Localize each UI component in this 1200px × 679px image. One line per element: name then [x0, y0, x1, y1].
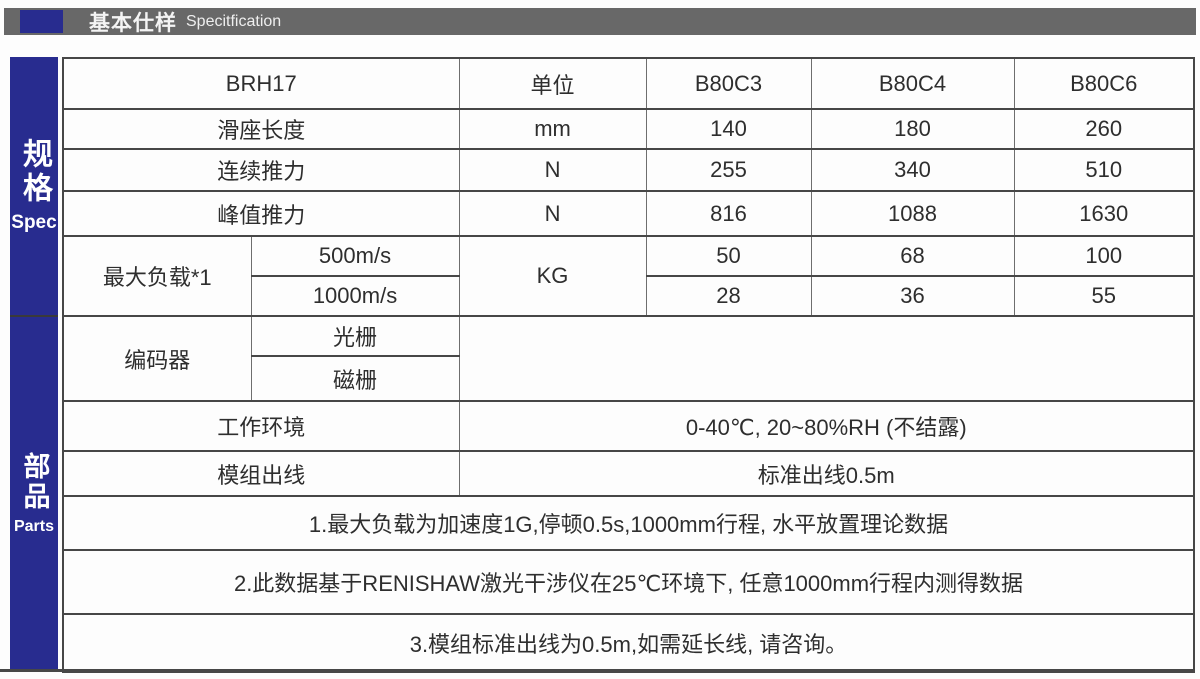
- table-row: 3.模组标准出线为0.5m,如需延长线, 请咨询。: [62, 613, 1195, 673]
- row-label: 峰值推力: [62, 190, 460, 237]
- spec-table: BRH17 单位 B80C3 B80C4 B80C6 滑座长度 mm 140 1…: [62, 57, 1196, 673]
- row-label: 连续推力: [62, 148, 460, 192]
- table-row: 编码器 光栅: [62, 315, 1195, 402]
- sidebar-parts-tab: 部品 Parts: [10, 317, 58, 671]
- unit-cell: mm: [458, 108, 647, 150]
- row-label: 滑座长度: [62, 108, 460, 150]
- value-cell: 55: [1013, 275, 1195, 317]
- table-row: 模组出线 标准出线0.5m: [62, 450, 1195, 497]
- table-row: 工作环境 0-40℃, 20~80%RH (不结露): [62, 400, 1195, 452]
- model-series-cell: BRH17: [62, 57, 460, 110]
- row-label: 编码器: [62, 315, 252, 402]
- value-cell: 340: [810, 148, 1015, 192]
- row-label: 模组出线: [62, 450, 460, 497]
- value-cell: 180: [810, 108, 1015, 150]
- table-row: 1000m/s 28 36 55: [63, 275, 1195, 317]
- encoder-empty-cell: [458, 315, 1195, 402]
- table-row: 最大负载*1 500m/s KG 50 68 100: [62, 235, 1195, 317]
- model-col-header: B80C6: [1013, 57, 1195, 110]
- table-row: 1.最大负载为加速度1G,停顿0.5s,1000mm行程, 水平放置理论数据: [62, 495, 1195, 551]
- environment-value-cell: 0-40℃, 20~80%RH (不结露): [458, 400, 1195, 452]
- value-cell: 100: [1013, 235, 1195, 277]
- row-label: 最大负载*1: [62, 235, 252, 317]
- value-cell: 255: [645, 148, 812, 192]
- spec-tab-label-zh: 规格: [18, 138, 51, 206]
- value-cell: 1088: [810, 190, 1015, 237]
- unit-cell: N: [458, 148, 647, 192]
- value-cell: 260: [1013, 108, 1195, 150]
- value-cell: 140: [645, 108, 812, 150]
- sub-row-label: 1000m/s: [250, 275, 460, 317]
- spec-tab-label-en: Spec: [11, 212, 57, 233]
- unit-header-cell: 单位: [458, 57, 647, 110]
- header-accent-block: [20, 10, 63, 33]
- value-cell: 816: [645, 190, 812, 237]
- table-row: 连续推力 N 255 340 510: [62, 148, 1195, 192]
- sub-row-label: 500m/s: [250, 235, 460, 277]
- sub-row-label: 光栅: [250, 315, 460, 357]
- table-bottom-rule: [0, 669, 1194, 672]
- value-cell: 50: [645, 235, 812, 277]
- table-row: BRH17 单位 B80C3 B80C4 B80C6: [62, 57, 1195, 110]
- row-label: 工作环境: [62, 400, 460, 452]
- model-col-header: B80C3: [645, 57, 812, 110]
- sidebar-spec-tab: 规格 Spec: [10, 57, 58, 317]
- value-cell: 68: [810, 235, 1015, 277]
- value-cell: 36: [810, 275, 1015, 317]
- value-cell: 28: [645, 275, 812, 317]
- left-tab-column: 规格 Spec 部品 Parts: [10, 57, 58, 671]
- value-cell: 510: [1013, 148, 1195, 192]
- table-row: 滑座长度 mm 140 180 260: [62, 108, 1195, 150]
- note-3: 3.模组标准出线为0.5m,如需延长线, 请咨询。: [62, 613, 1195, 673]
- cable-value-cell: 标准出线0.5m: [458, 450, 1195, 497]
- sub-row-label: 磁栅: [250, 355, 460, 402]
- parts-tab-label-en: Parts: [13, 518, 55, 535]
- unit-cell: N: [458, 190, 647, 237]
- value-cell: 1630: [1013, 190, 1195, 237]
- section-title-zh: 基本仕样: [89, 11, 177, 35]
- table-row: 峰值推力 N 816 1088 1630: [62, 190, 1195, 237]
- model-col-header: B80C4: [810, 57, 1015, 110]
- note-1: 1.最大负载为加速度1G,停顿0.5s,1000mm行程, 水平放置理论数据: [62, 495, 1195, 551]
- section-title-en: Specitfication: [186, 12, 282, 30]
- note-2: 2.此数据基于RENISHAW激光干涉仪在25℃环境下, 任意1000mm行程内…: [62, 549, 1195, 615]
- parts-tab-label-zh: 部品: [19, 452, 50, 512]
- section-header-bar: 基本仕样 Specitfication: [4, 8, 1196, 35]
- table-row: 磁栅: [63, 355, 1194, 402]
- table-row: 2.此数据基于RENISHAW激光干涉仪在25℃环境下, 任意1000mm行程内…: [62, 549, 1195, 615]
- unit-cell: KG: [458, 235, 647, 317]
